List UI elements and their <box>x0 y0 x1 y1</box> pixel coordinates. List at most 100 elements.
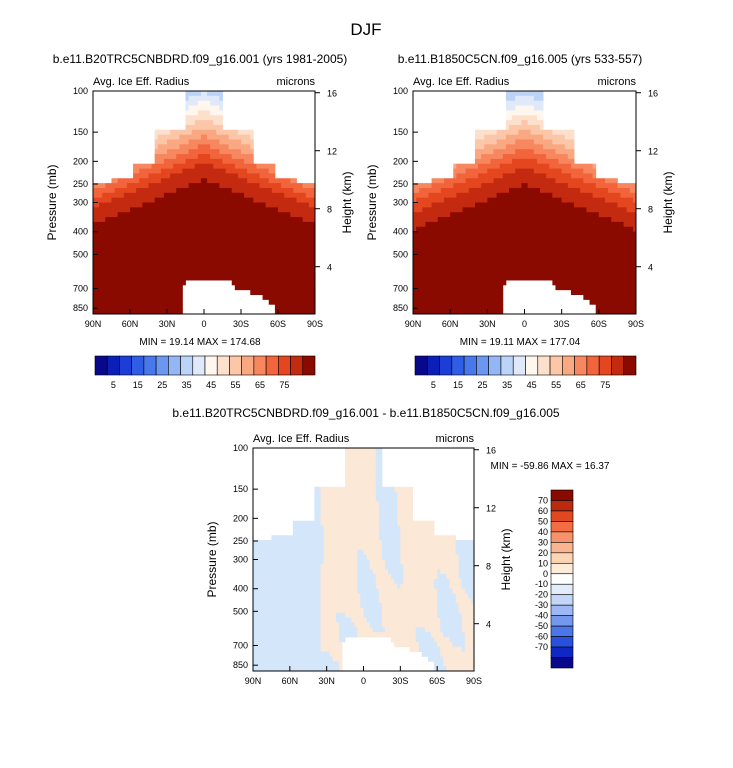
heatmap-cell <box>262 178 267 184</box>
heatmap-cell <box>210 144 214 150</box>
heatmap-cell <box>484 221 488 228</box>
heatmap-cell <box>173 270 177 276</box>
colorbar: 5 15 25 35 45 55 65 75 <box>94 355 316 390</box>
heatmap-cell <box>611 241 615 247</box>
heatmap-cell <box>577 280 581 286</box>
heatmap-cell <box>151 197 156 203</box>
heatmap-cell <box>428 187 432 194</box>
heatmap-cell <box>167 144 171 150</box>
heatmap-cell <box>142 299 146 305</box>
heatmap-cell <box>139 202 143 208</box>
heatmap-cell <box>253 178 257 184</box>
heatmap-cell <box>176 178 180 184</box>
heatmap-cell <box>447 231 451 237</box>
heatmap-cell <box>173 221 177 228</box>
heatmap-cell <box>225 149 230 155</box>
heatmap-cell <box>185 265 189 271</box>
heatmap-cell <box>474 197 479 203</box>
heatmap-cell <box>611 236 615 242</box>
heatmap-cell <box>474 250 479 257</box>
heatmap-cell <box>244 246 248 252</box>
heatmap-cell <box>123 280 128 286</box>
heatmap-cell <box>213 197 217 203</box>
heatmap-cell <box>450 221 454 228</box>
heatmap-cell <box>595 304 600 310</box>
y2-tick-label: 4 <box>327 263 332 273</box>
heatmap-cell <box>434 221 439 228</box>
heatmap-cell <box>296 284 300 291</box>
heatmap-cell <box>567 255 572 262</box>
heatmap-cell <box>204 139 208 145</box>
heatmap-cell <box>120 212 125 218</box>
heatmap-cell <box>154 260 159 266</box>
heatmap-cell <box>216 241 220 247</box>
heatmap-cell <box>133 265 137 271</box>
heatmap-cell <box>157 158 162 165</box>
heatmap-cell <box>117 294 122 300</box>
heatmap-cell <box>111 284 115 291</box>
heatmap-cell <box>222 178 226 184</box>
heatmap-cell <box>157 139 162 145</box>
heatmap-cell <box>481 309 485 315</box>
heatmap-cell <box>586 270 590 276</box>
heatmap-cell <box>139 212 143 218</box>
heatmap-cell <box>515 221 519 228</box>
heatmap-cell <box>546 255 550 262</box>
heatmap-cell <box>133 163 137 169</box>
heatmap-cell <box>234 221 239 228</box>
heatmap-cell <box>478 144 482 150</box>
heatmap-cell <box>170 304 174 310</box>
heatmap-cell <box>126 255 131 262</box>
heatmap-cell <box>431 265 436 271</box>
heatmap-cell <box>518 265 522 271</box>
heatmap-cell <box>459 231 463 237</box>
heatmap-cell <box>601 231 606 237</box>
heatmap-cell <box>598 178 603 184</box>
heatmap-cell <box>509 221 513 228</box>
heatmap-cell <box>265 554 269 560</box>
heatmap-cell <box>253 603 257 609</box>
heatmap-cell <box>536 124 541 131</box>
heatmap-cell <box>259 217 263 223</box>
heatmap-cell <box>527 183 532 189</box>
heatmap-cell <box>287 197 291 203</box>
heatmap-cell <box>518 241 522 247</box>
heatmap-cell <box>450 192 454 199</box>
heatmap-cell <box>244 183 248 189</box>
heatmap-cell <box>139 270 143 276</box>
heatmap-cell <box>271 207 276 213</box>
heatmap-cell <box>296 255 300 262</box>
heatmap-cell <box>471 246 476 252</box>
heatmap-cell <box>447 178 451 184</box>
heatmap-cell <box>234 217 239 223</box>
heatmap-cell <box>456 246 460 252</box>
heatmap-cell <box>422 275 426 281</box>
heatmap-cell <box>499 260 504 266</box>
heatmap-cell <box>111 192 115 199</box>
heatmap-cell <box>580 241 584 247</box>
heatmap-cell <box>228 241 233 247</box>
heatmap-cell <box>256 270 260 276</box>
heatmap-cell <box>268 197 273 203</box>
heatmap-cell <box>204 217 208 223</box>
heatmap-cell <box>632 275 637 281</box>
heatmap-cell <box>570 236 575 242</box>
heatmap-cell <box>611 217 615 223</box>
heatmap-cell <box>419 289 423 296</box>
heatmap-cell <box>265 593 269 599</box>
heatmap-cell <box>496 231 501 237</box>
heatmap-cell <box>567 217 572 223</box>
heatmap-cell <box>207 255 211 262</box>
heatmap-cell <box>163 280 168 286</box>
heatmap-cell <box>219 217 223 223</box>
heatmap-cell <box>302 226 307 232</box>
heatmap-cell <box>502 241 507 247</box>
heatmap-cell <box>274 632 278 638</box>
heatmap-cell <box>605 236 609 242</box>
heatmap-cell <box>561 236 566 242</box>
heatmap-cell <box>611 289 615 296</box>
heatmap-cell <box>484 260 488 266</box>
heatmap-cell <box>142 197 146 203</box>
heatmap-cell <box>262 578 266 585</box>
heatmap-cell <box>250 197 254 203</box>
